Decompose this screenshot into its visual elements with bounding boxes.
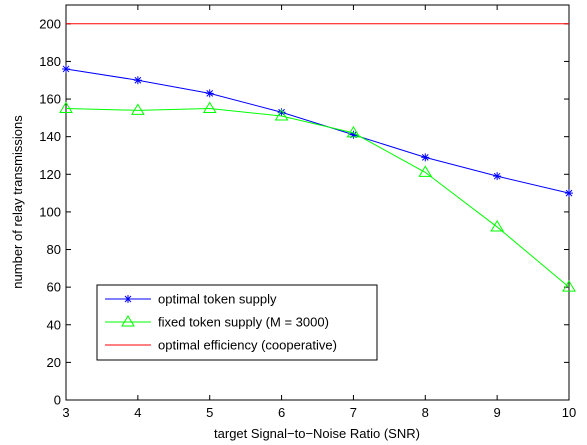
data-point (346, 125, 361, 138)
data-point (421, 153, 430, 162)
y-tick-label: 160 (39, 92, 61, 107)
legend-entry: optimal efficiency (cooperative) (105, 338, 337, 353)
data-point (565, 189, 573, 198)
series-1 (62, 64, 573, 198)
series-layer (59, 23, 576, 292)
x-axis-title: target Signal−to−Noise Ratio (SNR) (214, 426, 420, 441)
y-axis-title: number of relay transmissions (10, 115, 25, 289)
data-point (133, 76, 142, 85)
series-line (65, 107, 570, 288)
x-tick-label: 7 (350, 405, 357, 420)
data-point (493, 172, 502, 181)
y-tick-label: 60 (47, 280, 61, 295)
y-tick-label: 120 (39, 167, 61, 182)
data-point (418, 165, 433, 177)
data-point (490, 219, 505, 232)
x-tick-label: 9 (494, 405, 501, 420)
legend-label: fixed token supply (M = 3000) (158, 315, 329, 330)
y-tick-label: 40 (47, 317, 61, 332)
y-tick-label: 140 (39, 129, 61, 144)
legend-entry: fixed token supply (M = 3000) (105, 315, 329, 330)
data-point (562, 280, 576, 292)
data-point (62, 64, 70, 73)
y-tick-label: 200 (39, 16, 61, 31)
x-tick-label: 3 (62, 405, 69, 420)
data-point (349, 130, 358, 139)
legend-entry: optimal token supply (105, 292, 277, 307)
data-point (130, 103, 145, 115)
legend-label: optimal efficiency (cooperative) (158, 338, 337, 353)
x-tick-label: 8 (422, 405, 429, 420)
legend: optimal token supply fixed token supply (… (96, 284, 378, 361)
x-tick-label: 6 (278, 405, 285, 420)
x-tick-label: 5 (206, 405, 213, 420)
data-point (277, 108, 286, 117)
y-tick-label: 100 (39, 204, 61, 219)
y-tick-label: 0 (54, 393, 61, 408)
data-point (202, 101, 217, 113)
y-tick-label: 80 (47, 242, 61, 257)
legend-marker (121, 315, 135, 327)
series-line (65, 68, 570, 194)
data-point (274, 109, 289, 121)
y-tick-label: 180 (39, 54, 61, 69)
data-point (205, 89, 214, 98)
legend-marker (124, 295, 132, 303)
series-2 (59, 101, 576, 292)
y-tick-label: 20 (47, 355, 61, 370)
x-tick-label: 4 (134, 405, 141, 420)
legend-label: optimal token supply (158, 292, 277, 307)
x-tick-label: 10 (562, 405, 576, 420)
data-point (59, 101, 73, 113)
